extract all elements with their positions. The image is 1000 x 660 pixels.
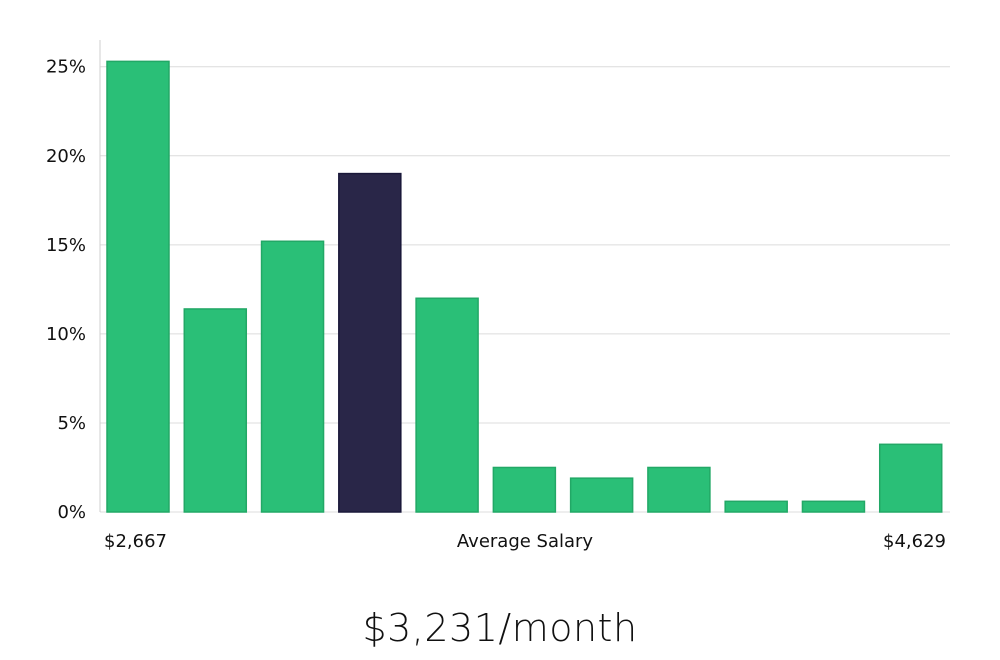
x-axis-title: Average Salary xyxy=(457,531,594,552)
salary-histogram: 0% 5% 10% 15% 20% 25% $2,667 Average Salary $… xyxy=(46,40,950,552)
bar-highlighted xyxy=(338,172,402,513)
bar xyxy=(647,466,711,513)
average-salary-headline: $3,231/month xyxy=(362,606,638,650)
bar xyxy=(106,60,170,513)
bar xyxy=(492,466,557,513)
y-tick-label: 15% xyxy=(46,235,86,256)
bar xyxy=(260,240,325,513)
y-tick-label: 5% xyxy=(57,413,86,434)
x-max-label: $4,629 xyxy=(883,531,946,552)
bar xyxy=(801,500,866,513)
bar xyxy=(724,500,788,513)
bar xyxy=(415,297,479,513)
y-tick-label: 25% xyxy=(46,57,86,78)
bar xyxy=(878,443,943,513)
y-tick-label: 10% xyxy=(46,324,86,345)
y-tick-label: 20% xyxy=(46,146,86,167)
y-tick-label: 0% xyxy=(57,502,86,523)
bar xyxy=(569,477,634,513)
bars xyxy=(106,60,943,513)
y-tick-labels: 0% 5% 10% 15% 20% 25% xyxy=(46,57,86,523)
x-min-label: $2,667 xyxy=(104,531,167,552)
bar xyxy=(183,308,248,513)
